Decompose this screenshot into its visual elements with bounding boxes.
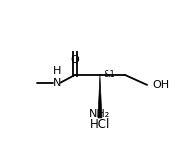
Text: O: O — [71, 55, 79, 65]
Polygon shape — [98, 75, 102, 118]
Text: N: N — [53, 78, 61, 88]
Text: H: H — [53, 66, 61, 76]
Text: HCl: HCl — [90, 118, 110, 131]
Text: &1: &1 — [104, 70, 115, 79]
Text: NH₂: NH₂ — [89, 109, 111, 119]
Text: OH: OH — [152, 80, 169, 90]
